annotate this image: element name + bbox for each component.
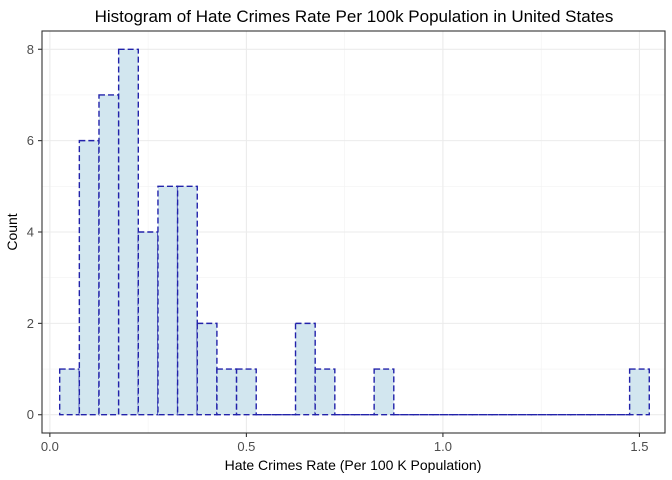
chart-title: Histogram of Hate Crimes Rate Per 100k P… [95, 7, 614, 26]
x-tick-label: 1.5 [630, 439, 648, 454]
x-tick-label: 0.5 [237, 439, 255, 454]
histogram-bar [628, 368, 650, 416]
histogram-bar [373, 368, 395, 416]
histogram-bar [314, 368, 336, 416]
y-axis: 0 2 4 6 8 [27, 42, 42, 422]
histogram-bar [235, 368, 257, 416]
histogram-bar [137, 231, 159, 416]
x-tick-label: 0.0 [41, 439, 59, 454]
y-tick-label: 6 [27, 133, 34, 148]
x-axis-label: Hate Crimes Rate (Per 100 K Population) [225, 457, 482, 473]
histogram-bar [157, 185, 179, 416]
histogram-bar [58, 368, 81, 416]
histogram-bar [117, 48, 139, 416]
histogram-bar [78, 139, 100, 416]
histogram-bar [176, 185, 198, 416]
y-tick-label: 4 [27, 225, 34, 240]
histogram-bar [216, 368, 238, 416]
histogram-bar [98, 94, 120, 416]
histogram-bars [58, 48, 650, 416]
y-tick-label: 8 [27, 42, 34, 57]
histogram-bar [196, 322, 218, 416]
x-tick-label: 1.0 [434, 439, 452, 454]
grid-lines [42, 31, 665, 433]
histogram-bar [294, 322, 316, 416]
y-tick-label: 2 [27, 316, 34, 331]
y-tick-label: 0 [27, 407, 34, 422]
y-axis-label: Count [4, 213, 20, 250]
x-axis: 0.0 0.5 1.0 1.5 [41, 433, 648, 454]
